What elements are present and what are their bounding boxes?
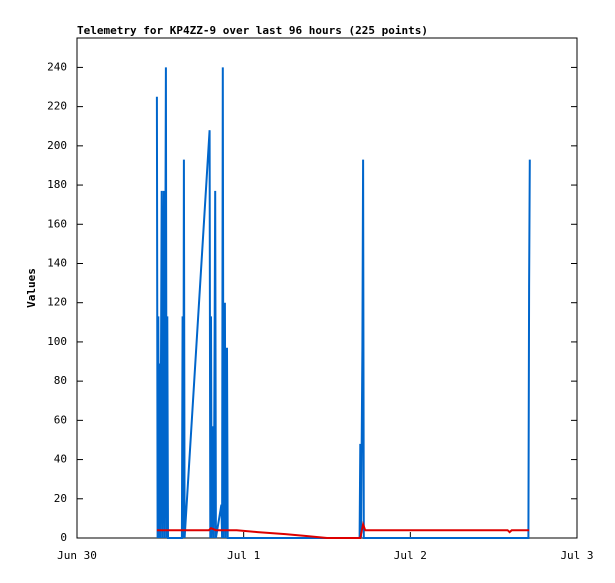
y-tick-label: 180 bbox=[47, 178, 67, 191]
y-tick-label: 0 bbox=[60, 531, 67, 544]
y-tick-label: 160 bbox=[47, 217, 67, 230]
y-tick-label: 140 bbox=[47, 256, 67, 269]
x-tick-label: Jul 2 bbox=[394, 549, 427, 562]
x-tick-label: Jul 3 bbox=[560, 549, 593, 562]
y-tick-label: 60 bbox=[54, 413, 67, 426]
y-tick-label: 200 bbox=[47, 139, 67, 152]
y-tick-label: 120 bbox=[47, 296, 67, 309]
chart-title: Telemetry for KP4ZZ-9 over last 96 hours… bbox=[77, 24, 428, 37]
y-tick-label: 220 bbox=[47, 100, 67, 113]
series-line bbox=[155, 67, 531, 539]
y-tick-label: 80 bbox=[54, 374, 67, 387]
y-tick-label: 100 bbox=[47, 335, 67, 348]
y-tick-label: 240 bbox=[47, 60, 67, 73]
y-tick-label: 20 bbox=[54, 492, 67, 505]
x-tick-label: Jun 30 bbox=[57, 549, 97, 562]
y-axis-label: Values bbox=[25, 268, 38, 308]
y-tick-label: 40 bbox=[54, 453, 67, 466]
plot-frame bbox=[76, 37, 578, 539]
series-line bbox=[156, 520, 530, 539]
x-tick-label: Jul 1 bbox=[227, 549, 260, 562]
